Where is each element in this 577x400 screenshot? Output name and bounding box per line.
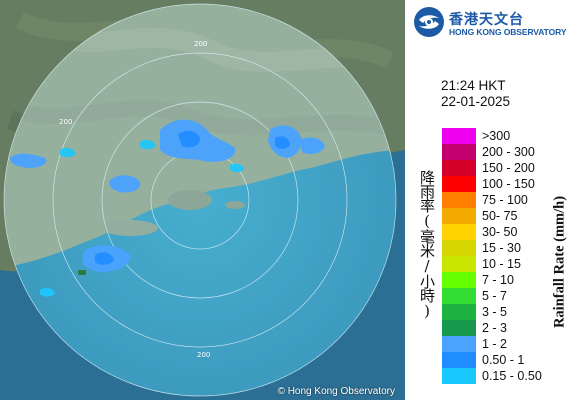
- legend-swatch: [442, 144, 476, 160]
- legend-label: 10 - 15: [482, 257, 521, 271]
- legend-label: 75 - 100: [482, 193, 528, 207]
- legend-row: 15 - 30: [442, 240, 577, 256]
- legend-label: 200 - 300: [482, 145, 535, 159]
- legend-label: 5 - 7: [482, 289, 508, 303]
- rain-echoes: [10, 119, 325, 297]
- legend-label: 0.15 - 0.50: [482, 369, 542, 383]
- legend-row: 0.15 - 0.50: [442, 368, 577, 384]
- radar-map-svg: 200 200 200: [0, 0, 405, 400]
- logo-chinese-text: 香港天文台: [449, 12, 524, 28]
- legend-swatch: [442, 288, 476, 304]
- legend-row: 1 - 2: [442, 336, 577, 352]
- legend-swatch: [442, 304, 476, 320]
- info-panel: 香港天文台 HONG KONG OBSERVATORY 21:24 HKT 22…: [405, 0, 577, 400]
- legend-row: 200 - 300: [442, 144, 577, 160]
- legend-label: 2 - 3: [482, 321, 508, 335]
- legend-swatch: [442, 208, 476, 224]
- logo-english-text: HONG KONG OBSERVATORY: [449, 27, 567, 37]
- legend-label: 150 - 200: [482, 161, 535, 175]
- legend-label: >300: [482, 129, 511, 143]
- hko-emblem-icon: [414, 7, 444, 37]
- radar-map[interactable]: 200 200 200: [0, 0, 405, 400]
- legend-swatch: [442, 176, 476, 192]
- legend-swatch: [442, 192, 476, 208]
- legend-label: 30- 50: [482, 225, 518, 239]
- legend-row: 10 - 15: [442, 256, 577, 272]
- range-ring-label: 200: [59, 118, 72, 126]
- legend-swatch: [442, 320, 476, 336]
- legend-swatch: [442, 272, 476, 288]
- rainfall-legend: >300 200 - 300 150 - 200 100 - 150 75 - 100 5…: [442, 128, 577, 384]
- legend-row: >300: [442, 128, 577, 144]
- legend-label: 50- 75: [482, 209, 518, 223]
- legend-swatch: [442, 352, 476, 368]
- range-ring-label: 200: [194, 40, 207, 48]
- legend-label: 15 - 30: [482, 241, 521, 255]
- observation-date: 22-01-2025: [441, 94, 511, 109]
- legend-axis-label-chinese: 降雨率(毫米/小時): [418, 170, 436, 319]
- legend-row: 30- 50: [442, 224, 577, 240]
- legend-swatch: [442, 336, 476, 352]
- legend-row: 75 - 100: [442, 192, 577, 208]
- legend-swatch: [442, 368, 476, 384]
- legend-swatch: [442, 256, 476, 272]
- legend-label: 0.50 - 1: [482, 353, 525, 367]
- legend-row: 2 - 3: [442, 320, 577, 336]
- legend-row: 3 - 5: [442, 304, 577, 320]
- legend-row: 100 - 150: [442, 176, 577, 192]
- legend-label: 1 - 2: [482, 337, 508, 351]
- copyright-text: © Hong Kong Observatory: [277, 386, 395, 397]
- legend-swatch: [442, 224, 476, 240]
- legend-row: 0.50 - 1: [442, 352, 577, 368]
- legend-label: 7 - 10: [482, 273, 514, 287]
- legend-swatch: [442, 128, 476, 144]
- hko-logo[interactable]: 香港天文台 HONG KONG OBSERVATORY: [413, 6, 573, 40]
- legend-axis-label-english: Rainfall Rate (mm/h): [551, 195, 568, 329]
- legend-swatch: [442, 160, 476, 176]
- legend-swatch: [442, 240, 476, 256]
- legend-label: 100 - 150: [482, 177, 535, 191]
- legend-row: 7 - 10: [442, 272, 577, 288]
- legend-row: 50- 75: [442, 208, 577, 224]
- legend-label: 3 - 5: [482, 305, 508, 319]
- observation-time: 21:24 HKT: [441, 78, 506, 93]
- legend-row: 150 - 200: [442, 160, 577, 176]
- range-ring-label: 200: [197, 351, 210, 359]
- legend-row: 5 - 7: [442, 288, 577, 304]
